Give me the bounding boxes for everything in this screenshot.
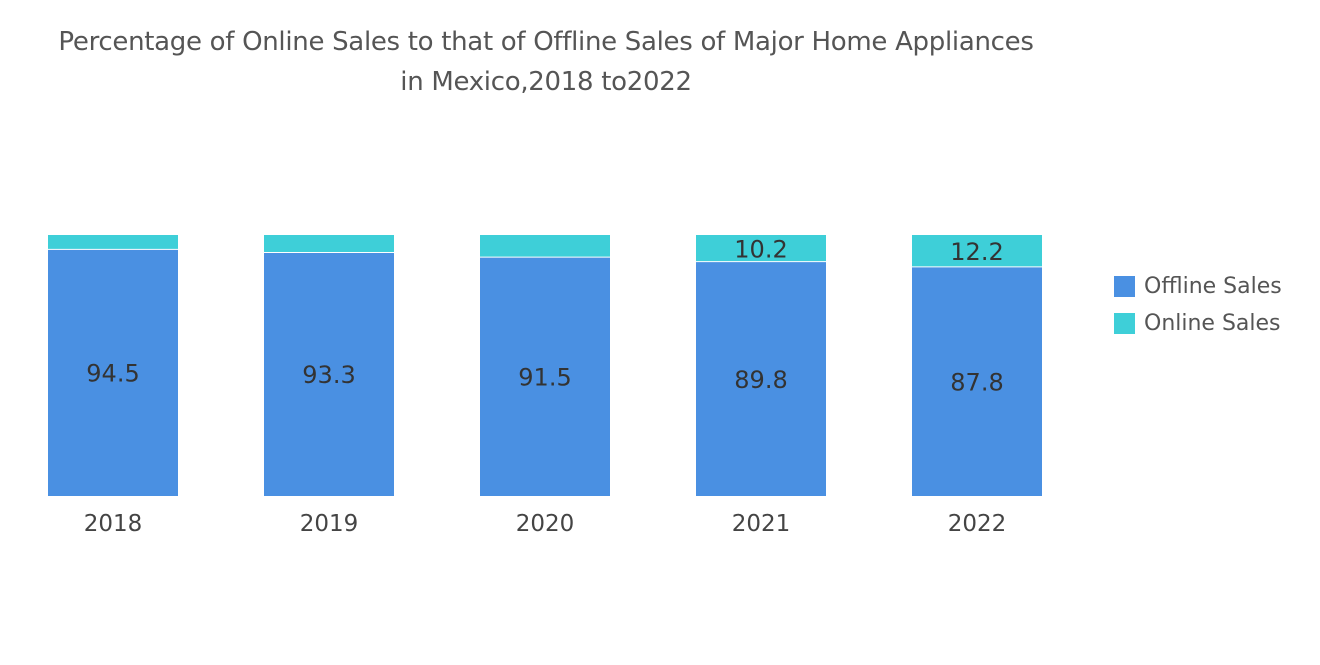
bar-offline-2020	[480, 257, 610, 496]
legend: Offline Sales Online Sales	[1114, 268, 1282, 342]
x-tick-label-2021: 2021	[732, 511, 791, 537]
legend-label-online: Online Sales	[1144, 311, 1281, 336]
legend-swatch-online	[1114, 313, 1135, 334]
bar-offline-2018	[48, 249, 178, 496]
legend-item-offline: Offline Sales	[1114, 268, 1282, 305]
x-tick-label-2018: 2018	[84, 511, 143, 537]
data-label-offline-2021: 89.8	[734, 366, 787, 394]
bar-online-2021	[696, 235, 826, 262]
stacked-bar-chart: 94.5 2018 93.3 2019 91.5 2020 89.8 10.2 2021 87.8…	[48, 235, 1042, 537]
bar-online-2019	[264, 235, 394, 253]
data-label-online-2022: 12.2	[950, 238, 1003, 266]
chart-title: Percentage of Online Sales to that of Of…	[0, 22, 1092, 102]
x-tick-label-2019: 2019	[300, 511, 359, 537]
x-tick-label-2020: 2020	[516, 511, 575, 537]
data-label-offline-2020: 91.5	[518, 364, 571, 392]
data-label-offline-2019: 93.3	[302, 361, 355, 389]
data-label-online-2021: 10.2	[734, 235, 787, 263]
bar-online-2020	[480, 235, 610, 258]
data-label-offline-2022: 87.8	[950, 368, 1003, 396]
chart-title-line1: Percentage of Online Sales to that of Of…	[58, 27, 1034, 57]
bar-online-2018	[48, 235, 178, 250]
x-tick-label-2022: 2022	[948, 511, 1007, 537]
bar-online-2022	[912, 235, 1042, 267]
bar-offline-2021	[696, 261, 826, 496]
legend-label-offline: Offline Sales	[1144, 274, 1282, 299]
legend-item-online: Online Sales	[1114, 305, 1282, 342]
chart-subtitle: in Mexico,2018 to2022	[400, 67, 692, 97]
data-label-offline-2018: 94.5	[86, 360, 139, 388]
bar-offline-2022	[912, 266, 1042, 496]
bar-offline-2019	[264, 252, 394, 496]
legend-swatch-offline	[1114, 276, 1135, 297]
